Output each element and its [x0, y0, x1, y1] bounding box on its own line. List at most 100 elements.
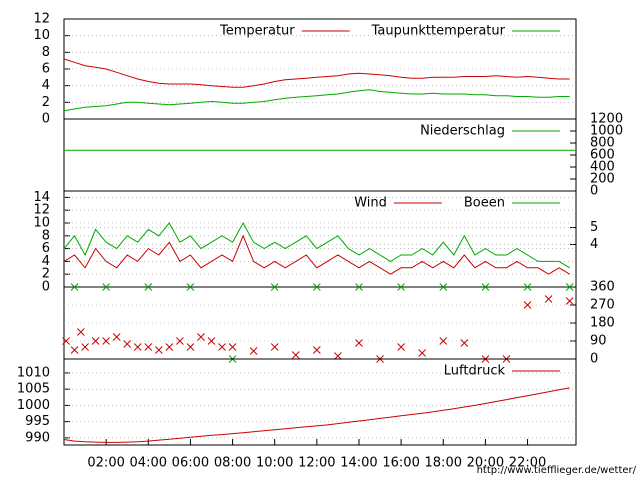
point-marker [102, 337, 110, 345]
y2-tick-label: 0 [590, 184, 598, 199]
point-marker [70, 346, 79, 354]
point-marker [565, 283, 574, 291]
point-marker [186, 283, 195, 291]
y-tick-label: 0 [42, 280, 50, 295]
y-tick-label: 0 [42, 112, 50, 127]
point-marker [397, 343, 405, 351]
point-marker [123, 340, 132, 348]
x-tick-label: 12:00 [298, 456, 335, 471]
y2-tick-label: 180 [590, 316, 615, 331]
point-marker [249, 347, 258, 355]
x-tick-label: 16:00 [382, 456, 419, 471]
point-marker [186, 343, 195, 351]
y2-tick-label: 90 [590, 334, 607, 349]
legend-label: Temperatur [219, 24, 295, 39]
y-tick-label: 1010 [17, 365, 50, 380]
y-tick-label: 8 [42, 228, 50, 243]
point-marker [270, 343, 279, 351]
x-tick-label: 14:00 [340, 456, 377, 471]
point-marker [291, 351, 300, 359]
point-marker [312, 283, 321, 291]
point-marker [544, 295, 553, 303]
point-marker [523, 301, 532, 309]
point-marker [270, 283, 279, 291]
series-line [63, 58, 570, 88]
legend-label: Luftdruck [444, 364, 506, 379]
point-marker [523, 283, 532, 291]
x-tick-label: 20:00 [467, 456, 504, 471]
y-tick-label: 2 [42, 95, 50, 110]
point-marker [133, 343, 142, 351]
point-marker [460, 339, 469, 347]
y-tick-label: 1005 [17, 382, 50, 397]
y-tick-label: 12 [33, 12, 50, 27]
y2-tick-label: 800 [590, 136, 615, 151]
y2-tick-label: 1200 [590, 112, 623, 127]
point-marker [355, 339, 363, 347]
y-tick-label: 8 [42, 45, 50, 60]
point-marker [481, 283, 490, 291]
y-tick-label: 6 [42, 241, 50, 256]
y-tick-label: 1000 [17, 398, 50, 413]
y-tick-label: 6 [42, 62, 50, 77]
series-line [63, 221, 570, 269]
point-marker [144, 343, 153, 351]
point-marker [91, 337, 100, 345]
panel-frame [63, 358, 577, 446]
series-line [63, 387, 570, 443]
y2-tick-label: 360 [590, 280, 615, 295]
legend-label: Wind [354, 196, 387, 211]
legend-label: Niederschlag [420, 124, 505, 139]
point-marker [77, 328, 85, 336]
point-marker [439, 337, 448, 345]
x-tick-label: 18:00 [425, 456, 462, 471]
point-marker [176, 337, 184, 345]
x-tick-label: 02:00 [87, 456, 124, 471]
point-marker [439, 283, 448, 291]
point-marker [112, 333, 121, 341]
point-marker [228, 343, 237, 351]
y-tick-label: 990 [25, 430, 50, 445]
legend-label: Taupunkttemperatur [371, 24, 506, 39]
y2-tick-label: 1000 [590, 124, 623, 139]
point-marker [144, 283, 153, 291]
point-marker [70, 283, 79, 291]
y2-tick-label: 5 [590, 220, 598, 235]
y2-tick-label: 200 [590, 172, 615, 187]
y-tick-label: 10 [33, 28, 50, 43]
y-tick-label: 14 [33, 190, 50, 205]
point-marker [355, 283, 363, 291]
point-marker [397, 283, 405, 291]
point-marker [565, 297, 574, 305]
point-marker [312, 346, 321, 354]
y2-tick-label: 400 [590, 160, 615, 175]
series-line [63, 89, 570, 112]
y-tick-label: 4 [42, 254, 50, 269]
y-tick-label: 995 [25, 414, 50, 429]
y-tick-label: 10 [33, 216, 50, 231]
y2-tick-label: 600 [590, 148, 615, 163]
y2-tick-label: 4 [590, 237, 598, 252]
series-line [63, 234, 570, 275]
y-tick-label: 2 [42, 267, 50, 282]
y-tick-label: 12 [33, 203, 50, 218]
point-marker [165, 343, 174, 351]
point-marker [218, 343, 226, 351]
point-marker [207, 337, 216, 345]
point-marker [102, 283, 110, 291]
x-tick-label: 06:00 [172, 456, 209, 471]
x-tick-label: 04:00 [130, 456, 167, 471]
x-tick-label: 08:00 [214, 456, 251, 471]
legend-label: Boeen [464, 196, 505, 211]
y2-tick-label: 270 [590, 298, 615, 313]
y-tick-label: 4 [42, 78, 50, 93]
point-marker [334, 352, 342, 360]
point-marker [154, 346, 163, 354]
point-marker [62, 337, 70, 345]
x-tick-label: 10:00 [256, 456, 293, 471]
point-marker [197, 333, 205, 341]
x-tick-label: 22:00 [509, 456, 546, 471]
credit: http://www.tiefflieger.de/wetter/ [477, 465, 637, 476]
y2-tick-label: 0 [590, 352, 598, 367]
